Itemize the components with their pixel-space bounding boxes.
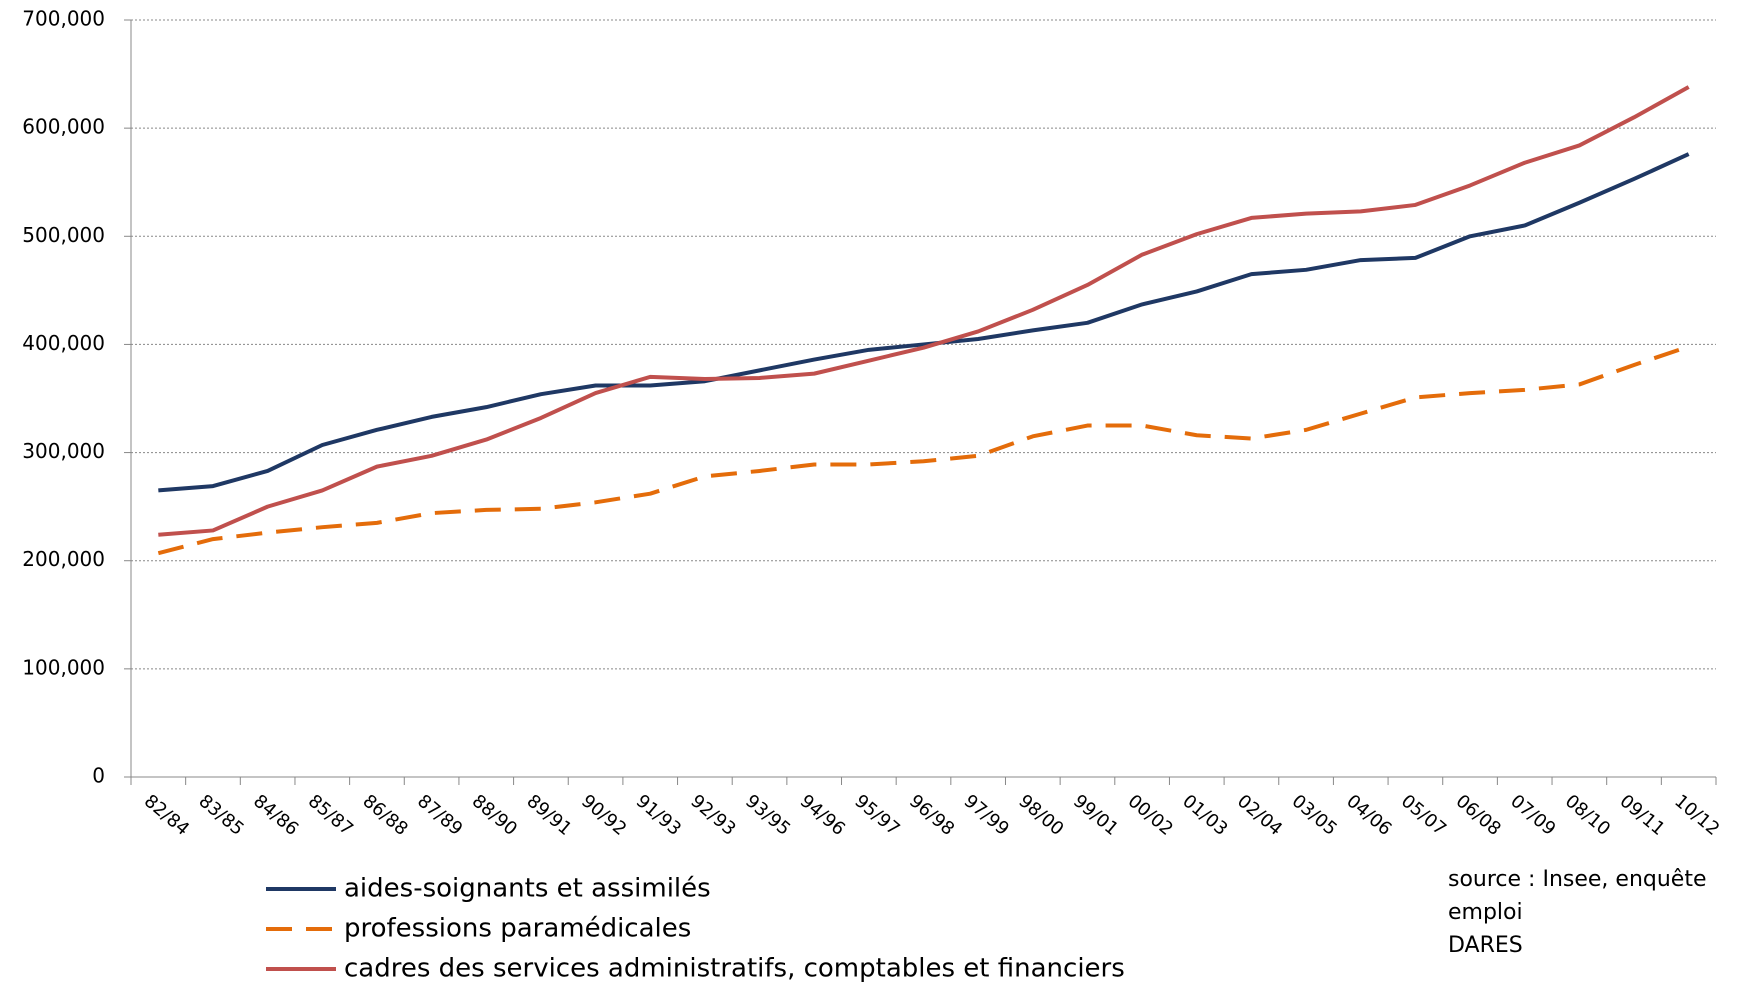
x-tick-label: 06/08 [1452,791,1505,840]
x-tick-label: 01/03 [1178,791,1231,840]
x-tick-label: 84/86 [249,791,302,840]
x-tick-label: 82/84 [140,791,193,840]
source-note: emploi [1448,900,1523,925]
series-line [158,85,1690,537]
x-tick-label: 02/04 [1233,791,1286,840]
x-tick-label: 94/96 [796,791,849,840]
x-tick-label: 90/92 [577,791,630,840]
x-tick-label: 99/01 [1069,791,1122,840]
y-tick-label: 500,000 [22,223,105,247]
y-tick-label: 300,000 [22,439,105,463]
x-tick-label: 03/05 [1288,791,1341,840]
series-line [157,344,1690,556]
source-note: DARES [1448,933,1523,958]
x-tick-label: 05/07 [1397,791,1450,840]
x-tick-label: 98/00 [1014,791,1067,840]
x-tick-label: 92/93 [686,791,739,840]
series-line [158,152,1690,493]
x-tick-label: 88/90 [468,791,521,840]
x-tick-label: 93/95 [741,791,794,840]
x-tick-label: 95/97 [850,791,903,840]
x-tick-label: 86/88 [359,791,412,840]
x-tick-label: 83/85 [195,791,248,840]
x-tick-label: 08/10 [1561,791,1614,840]
x-tick-label: 04/06 [1342,791,1395,840]
y-tick-label: 600,000 [22,115,105,139]
y-tick-label: 400,000 [22,331,105,355]
y-tick-label: 700,000 [22,7,105,31]
x-tick-label: 87/89 [413,791,466,840]
x-tick-label: 91/93 [632,791,685,840]
y-tick-label: 0 [92,764,105,788]
x-tick-label: 97/99 [960,791,1013,840]
y-tick-label: 200,000 [22,547,105,571]
x-tick-label: 96/98 [905,791,958,840]
source-note: source : Insee, enquête [1448,867,1707,892]
x-tick-label: 00/02 [1124,791,1177,840]
y-tick-label: 100,000 [22,655,105,679]
legend-label: cadres des services administratifs, comp… [344,954,1125,983]
x-tick-label: 85/87 [304,791,357,840]
legend-label: aides-soignants et assimilés [344,874,711,904]
x-tick-label: 89/91 [522,791,575,840]
legend-label: professions paramédicales [344,914,691,944]
x-tick-label: 10/12 [1670,791,1723,840]
x-tick-label: 09/11 [1616,791,1669,840]
x-tick-label: 07/09 [1506,791,1559,840]
